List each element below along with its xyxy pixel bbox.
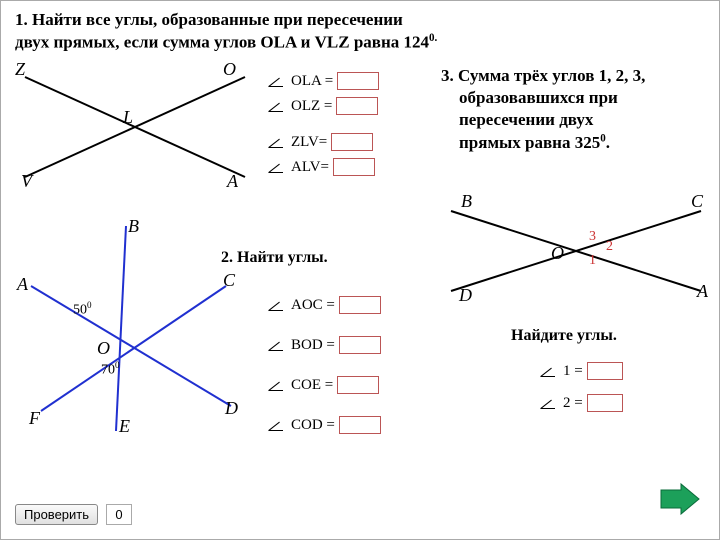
p2-a50d: 0 (87, 300, 92, 310)
p2-cod-label: COD = (291, 417, 335, 434)
p3-find: Найдите углы. (511, 327, 617, 345)
p3-figure: B C D A O 1 2 3 (441, 191, 711, 311)
p3-lbl-O: O (551, 243, 564, 264)
p2-a70d: 0 (115, 360, 120, 370)
p1-sup: 0. (429, 32, 437, 44)
p1-ola-field[interactable] (337, 72, 379, 90)
p1-answers: OLA = OLZ = ZLV= ALV= (269, 65, 379, 183)
p2-a50v: 50 (73, 303, 87, 318)
problem3-text: 3. Сумма трёх углов 1, 2, 3, образовавши… (441, 65, 711, 154)
p2-aoc-label: AOC = (291, 297, 335, 314)
p1-lbl-O: O (223, 59, 236, 80)
p3-a2-label: 2 = (563, 395, 583, 412)
p1-line1: 1. Найти все углы, образованные при пере… (15, 10, 403, 29)
p1-figure: Z L O V A (15, 57, 255, 197)
controls: Проверить 0 (15, 504, 132, 525)
p3-n2: 2 (606, 239, 613, 255)
p1-line2: двух прямых, если сумма углов OLA и VLZ … (15, 33, 429, 52)
p2-aoc-field[interactable] (339, 296, 381, 314)
angle-icon (269, 136, 287, 148)
angle-icon (269, 161, 287, 173)
p3-svg (441, 191, 711, 311)
p1-lbl-L: L (123, 107, 133, 128)
p3-n1: 1 (589, 253, 596, 269)
p1-lbl-Z: Z (15, 59, 25, 80)
angle-icon (269, 75, 287, 87)
p1-row-ola: OLA = (269, 72, 379, 90)
p1-lbl-A: A (227, 171, 238, 192)
p2-bod-field[interactable] (339, 336, 381, 354)
p2-row-bod: BOD = (269, 336, 381, 354)
angle-icon (541, 397, 559, 409)
p2-a50: 500 (73, 300, 92, 319)
p2-lbl-A: A (17, 274, 28, 295)
angle-icon (269, 299, 287, 311)
p3-l4: прямых равна 3250. (441, 133, 610, 152)
angle-icon (269, 339, 287, 351)
p1-olz-label: OLZ = (291, 98, 332, 115)
p3-lbl-D: D (459, 285, 472, 306)
p2-coe-field[interactable] (337, 376, 379, 394)
p3-lbl-B: B (461, 191, 472, 212)
p3-l3: пересечении двух (441, 110, 593, 129)
p2-lbl-B: B (128, 216, 139, 237)
p3-answers: 1 = 2 = (541, 355, 623, 419)
p1-row-zlv: ZLV= (269, 133, 379, 151)
p2-a70v: 70 (101, 363, 115, 378)
p1-zlv-label: ZLV= (291, 134, 327, 151)
check-button[interactable]: Проверить (15, 504, 98, 525)
p2-lbl-F: F (29, 408, 40, 429)
problem1-title: 1. Найти все углы, образованные при пере… (15, 9, 515, 54)
check-counter: 0 (106, 504, 132, 525)
p1-row-olz: OLZ = (269, 97, 379, 115)
p1-lbl-V: V (21, 171, 32, 192)
p2-lbl-D: D (225, 398, 238, 419)
p1-alv-field[interactable] (333, 158, 375, 176)
p3-l1: 3. Сумма трёх углов 1, 2, 3, (441, 66, 645, 85)
p1-olz-field[interactable] (336, 97, 378, 115)
p2-bod-label: BOD = (291, 337, 335, 354)
p3-lbl-C: C (691, 191, 703, 212)
angle-icon (269, 419, 287, 431)
p3-row-2: 2 = (541, 394, 623, 412)
p2-svg (11, 216, 251, 436)
p1-alv-label: ALV= (291, 159, 329, 176)
angle-icon (541, 365, 559, 377)
p2-lbl-O: O (97, 338, 110, 359)
p1-svg (15, 57, 255, 197)
p2-answers: AOC = BOD = COE = COD = (269, 289, 381, 441)
p2-cod-field[interactable] (339, 416, 381, 434)
angle-icon (269, 100, 287, 112)
p3-lbl-A: A (697, 281, 708, 302)
next-arrow[interactable] (659, 482, 701, 521)
p2-coe-label: COE = (291, 377, 333, 394)
p2-row-coe: COE = (269, 376, 381, 394)
p2-lbl-E: E (119, 416, 130, 437)
p2-lbl-C: C (223, 270, 235, 291)
p3-a2-field[interactable] (587, 394, 623, 412)
p1-zlv-field[interactable] (331, 133, 373, 151)
p3-a1-field[interactable] (587, 362, 623, 380)
p1-row-alv: ALV= (269, 158, 379, 176)
p3-row-1: 1 = (541, 362, 623, 380)
p3-tail: . (606, 133, 610, 152)
p3-n3: 3 (589, 229, 596, 245)
angle-icon (269, 379, 287, 391)
p2-row-aoc: AOC = (269, 296, 381, 314)
p2-figure: A B C D E F O 500 700 (11, 216, 251, 436)
p3-a1-label: 1 = (563, 363, 583, 380)
p1-ola-label: OLA = (291, 73, 333, 90)
arrow-right-icon (659, 482, 701, 516)
p3-l4t: прямых равна 325 (459, 133, 600, 152)
p2-a70: 700 (101, 360, 120, 379)
p2-row-cod: COD = (269, 416, 381, 434)
p3-l2: образовавшихся при (441, 88, 618, 107)
